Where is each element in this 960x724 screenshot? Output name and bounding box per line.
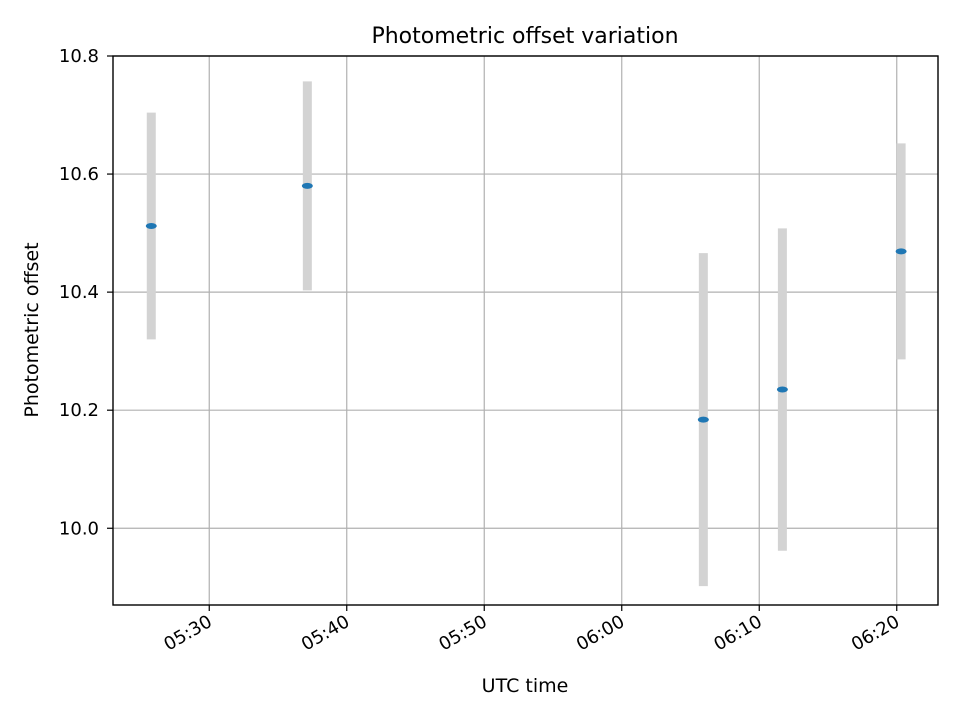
x-tick-label: 06:10 bbox=[710, 611, 765, 655]
data-point bbox=[895, 248, 907, 255]
grid-layer bbox=[113, 55, 938, 605]
plot-frame bbox=[112, 55, 939, 606]
x-tick-label: 06:20 bbox=[848, 611, 903, 655]
data-point bbox=[776, 386, 788, 393]
chart-title: Photometric offset variation bbox=[371, 24, 678, 49]
y-tick-label: 10.4 bbox=[59, 282, 99, 303]
x-tick-label: 06:00 bbox=[573, 611, 628, 655]
marker-layer bbox=[145, 182, 907, 423]
x-tick-label: 05:30 bbox=[160, 611, 215, 655]
x-axis-label: UTC time bbox=[482, 675, 569, 697]
data-point bbox=[145, 223, 157, 230]
data-point bbox=[697, 416, 709, 423]
x-tick-label: 05:40 bbox=[298, 611, 353, 655]
axes-layer: 05:30 05:40 05:50 06:00 06:10 06:20 10.0 10.2 10… bbox=[59, 46, 939, 655]
errorbar-layer bbox=[146, 81, 906, 587]
y-tick-label: 10.2 bbox=[59, 400, 99, 421]
y-tick-label: 10.8 bbox=[59, 46, 99, 67]
data-point bbox=[301, 182, 313, 189]
x-tick-label: 05:50 bbox=[435, 611, 490, 655]
y-axis-label: Photometric offset bbox=[21, 242, 43, 417]
y-tick-label: 10.6 bbox=[59, 164, 99, 185]
y-tick-label: 10.0 bbox=[59, 518, 99, 539]
